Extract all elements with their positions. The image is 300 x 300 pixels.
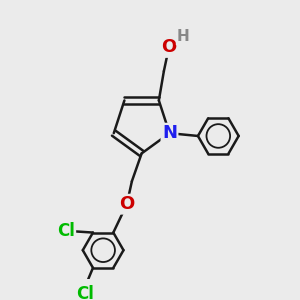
Text: O: O — [161, 38, 176, 56]
Text: Cl: Cl — [76, 284, 94, 300]
Text: Cl: Cl — [57, 222, 75, 240]
Text: N: N — [162, 124, 177, 142]
Text: O: O — [119, 195, 134, 213]
Text: H: H — [177, 29, 190, 44]
